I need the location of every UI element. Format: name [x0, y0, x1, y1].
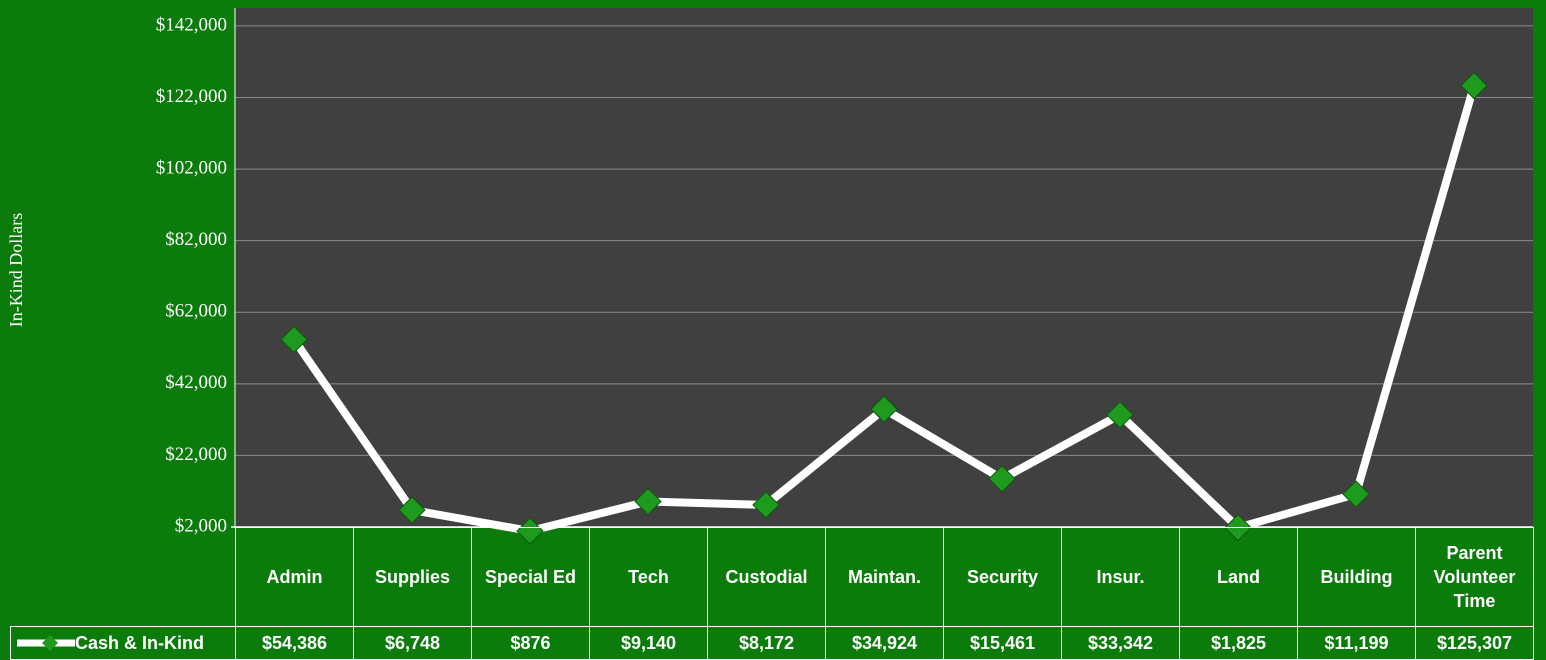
- marker: [1460, 71, 1488, 100]
- y-tick-label: $22,000: [165, 444, 227, 465]
- value-cell: $9,140: [589, 626, 708, 660]
- value-cell: $54,386: [235, 626, 354, 660]
- category-cell: Supplies: [353, 527, 472, 627]
- marker: [634, 487, 662, 516]
- marker: [1342, 480, 1370, 508]
- marker: [988, 465, 1016, 493]
- value-cell: $1,825: [1179, 626, 1298, 660]
- value-cell: $125,307: [1415, 626, 1534, 660]
- value-cell: $33,342: [1061, 626, 1180, 660]
- marker: [752, 491, 780, 519]
- category-cell: Building: [1297, 527, 1416, 627]
- category-cell: Special Ed: [471, 527, 590, 627]
- y-tick-label: $62,000: [165, 301, 227, 322]
- legend-label: Cash & In-Kind: [75, 633, 204, 653]
- y-tick-label: $102,000: [156, 157, 227, 178]
- legend-cell: Cash & In-Kind: [10, 626, 236, 660]
- y-tick-label: $142,000: [156, 14, 227, 35]
- value-cell: $6,748: [353, 626, 472, 660]
- value-cell: $876: [471, 626, 590, 660]
- y-tick-label: $42,000: [165, 372, 227, 393]
- marker: [280, 325, 308, 354]
- plot-area: [235, 8, 1533, 527]
- category-cell: Insur.: [1061, 527, 1180, 627]
- value-cell: $15,461: [943, 626, 1062, 660]
- category-cell: Admin: [235, 527, 354, 627]
- category-cell: Tech: [589, 527, 708, 627]
- y-tick-label: $122,000: [156, 86, 227, 107]
- legend-icon: [17, 635, 75, 651]
- marker: [870, 395, 898, 423]
- category-cell: Parent Volunteer Time: [1415, 527, 1534, 627]
- value-cell: $34,924: [825, 626, 944, 660]
- y-tick-label: $2,000: [175, 515, 227, 536]
- legend-marker: [42, 635, 58, 651]
- value-cell: $11,199: [1297, 626, 1416, 660]
- marker: [398, 496, 426, 524]
- category-cell: Land: [1179, 527, 1298, 627]
- marker: [516, 517, 544, 545]
- category-cell: Maintan.: [825, 527, 944, 627]
- category-cell: Security: [943, 527, 1062, 627]
- value-cell: $8,172: [707, 626, 826, 660]
- y-axis-label: In-Kind Dollars: [6, 213, 26, 327]
- category-cell: Custodial: [707, 527, 826, 627]
- marker: [1106, 401, 1134, 429]
- y-tick-label: $82,000: [165, 229, 227, 250]
